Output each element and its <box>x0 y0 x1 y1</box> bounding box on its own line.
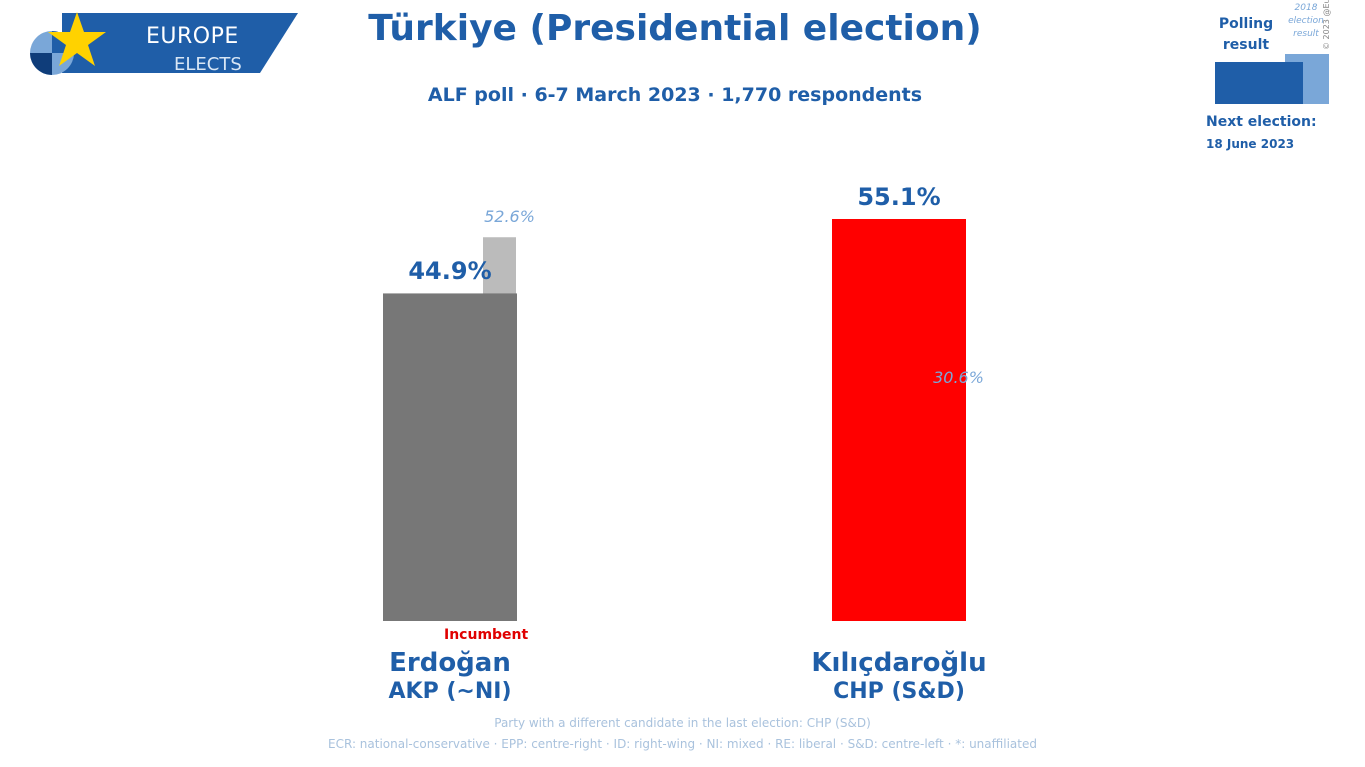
legend-polling-swatch <box>1215 62 1303 104</box>
bar-previous-value-label: 52.6% <box>484 207 535 227</box>
candidate-name: Kılıçdaroğlu <box>811 648 987 678</box>
bar-poll-0 <box>383 293 517 621</box>
next-election-date: 18 June 2023 <box>1206 137 1295 151</box>
europe-elects-logo: EUROPE ELECTS <box>22 8 302 78</box>
footer-note: Party with a different candidate in the … <box>494 716 871 730</box>
legend-polling-label: Polling result <box>1218 16 1274 53</box>
candidate-party: AKP (~NI) <box>388 679 512 704</box>
logo-graphic <box>30 12 298 75</box>
bar-poll-1 <box>832 219 966 621</box>
star-icon <box>48 12 106 66</box>
logo-text-elects: ELECTS <box>174 54 242 75</box>
bar-previous-value-label: 30.6% <box>933 367 984 387</box>
page-title: Türkiye (Presidential election) <box>368 8 982 49</box>
bar-value-label: 44.9% <box>408 257 492 286</box>
footer-groups: ECR: national-conservative · EPP: centre… <box>328 737 1037 751</box>
page-subtitle: ALF poll · 6-7 March 2023 · 1,770 respon… <box>427 84 923 106</box>
incumbent-label: Incumbent <box>444 627 529 643</box>
legend-previous-label: 2018 election result <box>1288 3 1324 39</box>
logo-text-europe: EUROPE <box>146 24 239 49</box>
candidate-name: Erdoğan <box>389 648 511 678</box>
next-election-label: Next election: <box>1206 114 1317 130</box>
candidate-party: CHP (S&D) <box>833 679 965 704</box>
bar-value-label: 55.1% <box>857 183 941 211</box>
